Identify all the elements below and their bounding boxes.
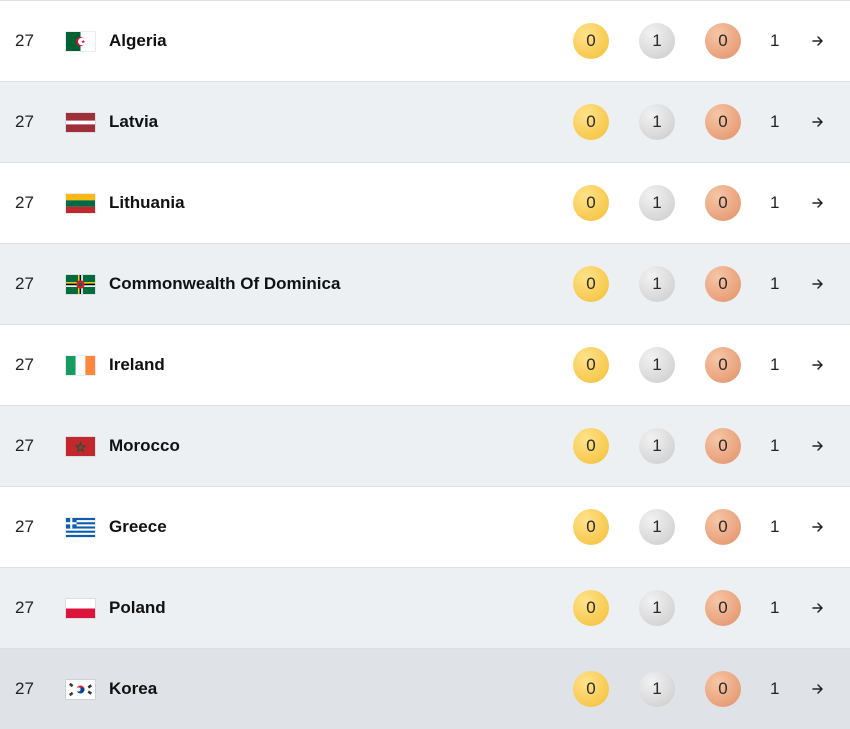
dominica-flag-icon <box>66 275 95 294</box>
greece-flag-icon <box>66 518 95 537</box>
bronze-count: 0 <box>705 104 741 140</box>
table-row[interactable]: 27 Morocco 0 1 0 1 <box>0 405 850 486</box>
silver-count: 1 <box>639 509 675 545</box>
silver-count: 1 <box>639 590 675 626</box>
bronze-count: 0 <box>705 509 741 545</box>
table-row[interactable]: 27 Greece 0 1 0 1 <box>0 486 850 567</box>
gold-count: 0 <box>573 266 609 302</box>
gold-count: 0 <box>573 104 609 140</box>
silver-count: 1 <box>639 266 675 302</box>
country-name: Commonwealth Of Dominica <box>109 274 341 293</box>
arrow-right-icon[interactable] <box>812 277 824 291</box>
table-row[interactable]: 27 Commonwealth Of Dominica 0 1 0 1 <box>0 243 850 324</box>
bronze-count: 0 <box>705 347 741 383</box>
country-name: Poland <box>109 598 166 617</box>
rank: 27 <box>15 274 34 293</box>
arrow-right-icon[interactable] <box>812 439 824 453</box>
gold-count: 0 <box>573 671 609 707</box>
rank: 27 <box>15 436 34 455</box>
gold-count: 0 <box>573 23 609 59</box>
bronze-count: 0 <box>705 185 741 221</box>
total-count: 1 <box>770 598 780 617</box>
ireland-flag-icon <box>66 356 95 375</box>
silver-count: 1 <box>639 185 675 221</box>
arrow-right-icon[interactable] <box>812 196 824 210</box>
silver-count: 1 <box>639 347 675 383</box>
arrow-right-icon[interactable] <box>812 520 824 534</box>
gold-count: 0 <box>573 428 609 464</box>
country-name: Latvia <box>109 112 159 131</box>
arrow-right-icon[interactable] <box>812 358 824 372</box>
total-count: 1 <box>770 193 780 212</box>
bronze-count: 0 <box>705 590 741 626</box>
rank: 27 <box>15 31 34 50</box>
table-row[interactable]: 27 Latvia 0 1 0 1 <box>0 81 850 162</box>
table-row[interactable]: 27 Korea 0 1 0 1 <box>0 648 850 729</box>
country-name: Greece <box>109 517 167 536</box>
latvia-flag-icon <box>66 113 95 132</box>
total-count: 1 <box>770 112 780 131</box>
total-count: 1 <box>770 436 780 455</box>
bronze-count: 0 <box>705 428 741 464</box>
country-name: Morocco <box>109 436 180 455</box>
lithuania-flag-icon <box>66 194 95 213</box>
total-count: 1 <box>770 355 780 374</box>
country-name: Korea <box>109 679 158 698</box>
bronze-count: 0 <box>705 671 741 707</box>
rank: 27 <box>15 193 34 212</box>
total-count: 1 <box>770 517 780 536</box>
arrow-right-icon[interactable] <box>812 601 824 615</box>
algeria-flag-icon <box>66 32 95 51</box>
morocco-flag-icon <box>66 437 95 456</box>
table-row[interactable]: 27 Ireland 0 1 0 1 <box>0 324 850 405</box>
gold-count: 0 <box>573 185 609 221</box>
gold-count: 0 <box>573 509 609 545</box>
gold-count: 0 <box>573 347 609 383</box>
arrow-right-icon[interactable] <box>812 115 824 129</box>
table-row[interactable]: 27 Algeria 0 1 0 1 <box>0 0 850 81</box>
silver-count: 1 <box>639 428 675 464</box>
table-row[interactable]: 27 Lithuania 0 1 0 1 <box>0 162 850 243</box>
silver-count: 1 <box>639 104 675 140</box>
arrow-right-icon[interactable] <box>812 34 824 48</box>
rank: 27 <box>15 598 34 617</box>
arrow-right-icon[interactable] <box>812 682 824 696</box>
rank: 27 <box>15 679 34 698</box>
rank: 27 <box>15 517 34 536</box>
gold-count: 0 <box>573 590 609 626</box>
country-name: Algeria <box>109 31 167 50</box>
bronze-count: 0 <box>705 266 741 302</box>
rank: 27 <box>15 112 34 131</box>
country-name: Ireland <box>109 355 165 374</box>
total-count: 1 <box>770 274 780 293</box>
bronze-count: 0 <box>705 23 741 59</box>
poland-flag-icon <box>66 599 95 618</box>
total-count: 1 <box>770 31 780 50</box>
silver-count: 1 <box>639 23 675 59</box>
silver-count: 1 <box>639 671 675 707</box>
country-name: Lithuania <box>109 193 185 212</box>
rank: 27 <box>15 355 34 374</box>
total-count: 1 <box>770 679 780 698</box>
korea-flag-icon <box>66 680 95 699</box>
table-row[interactable]: 27 Poland 0 1 0 1 <box>0 567 850 648</box>
